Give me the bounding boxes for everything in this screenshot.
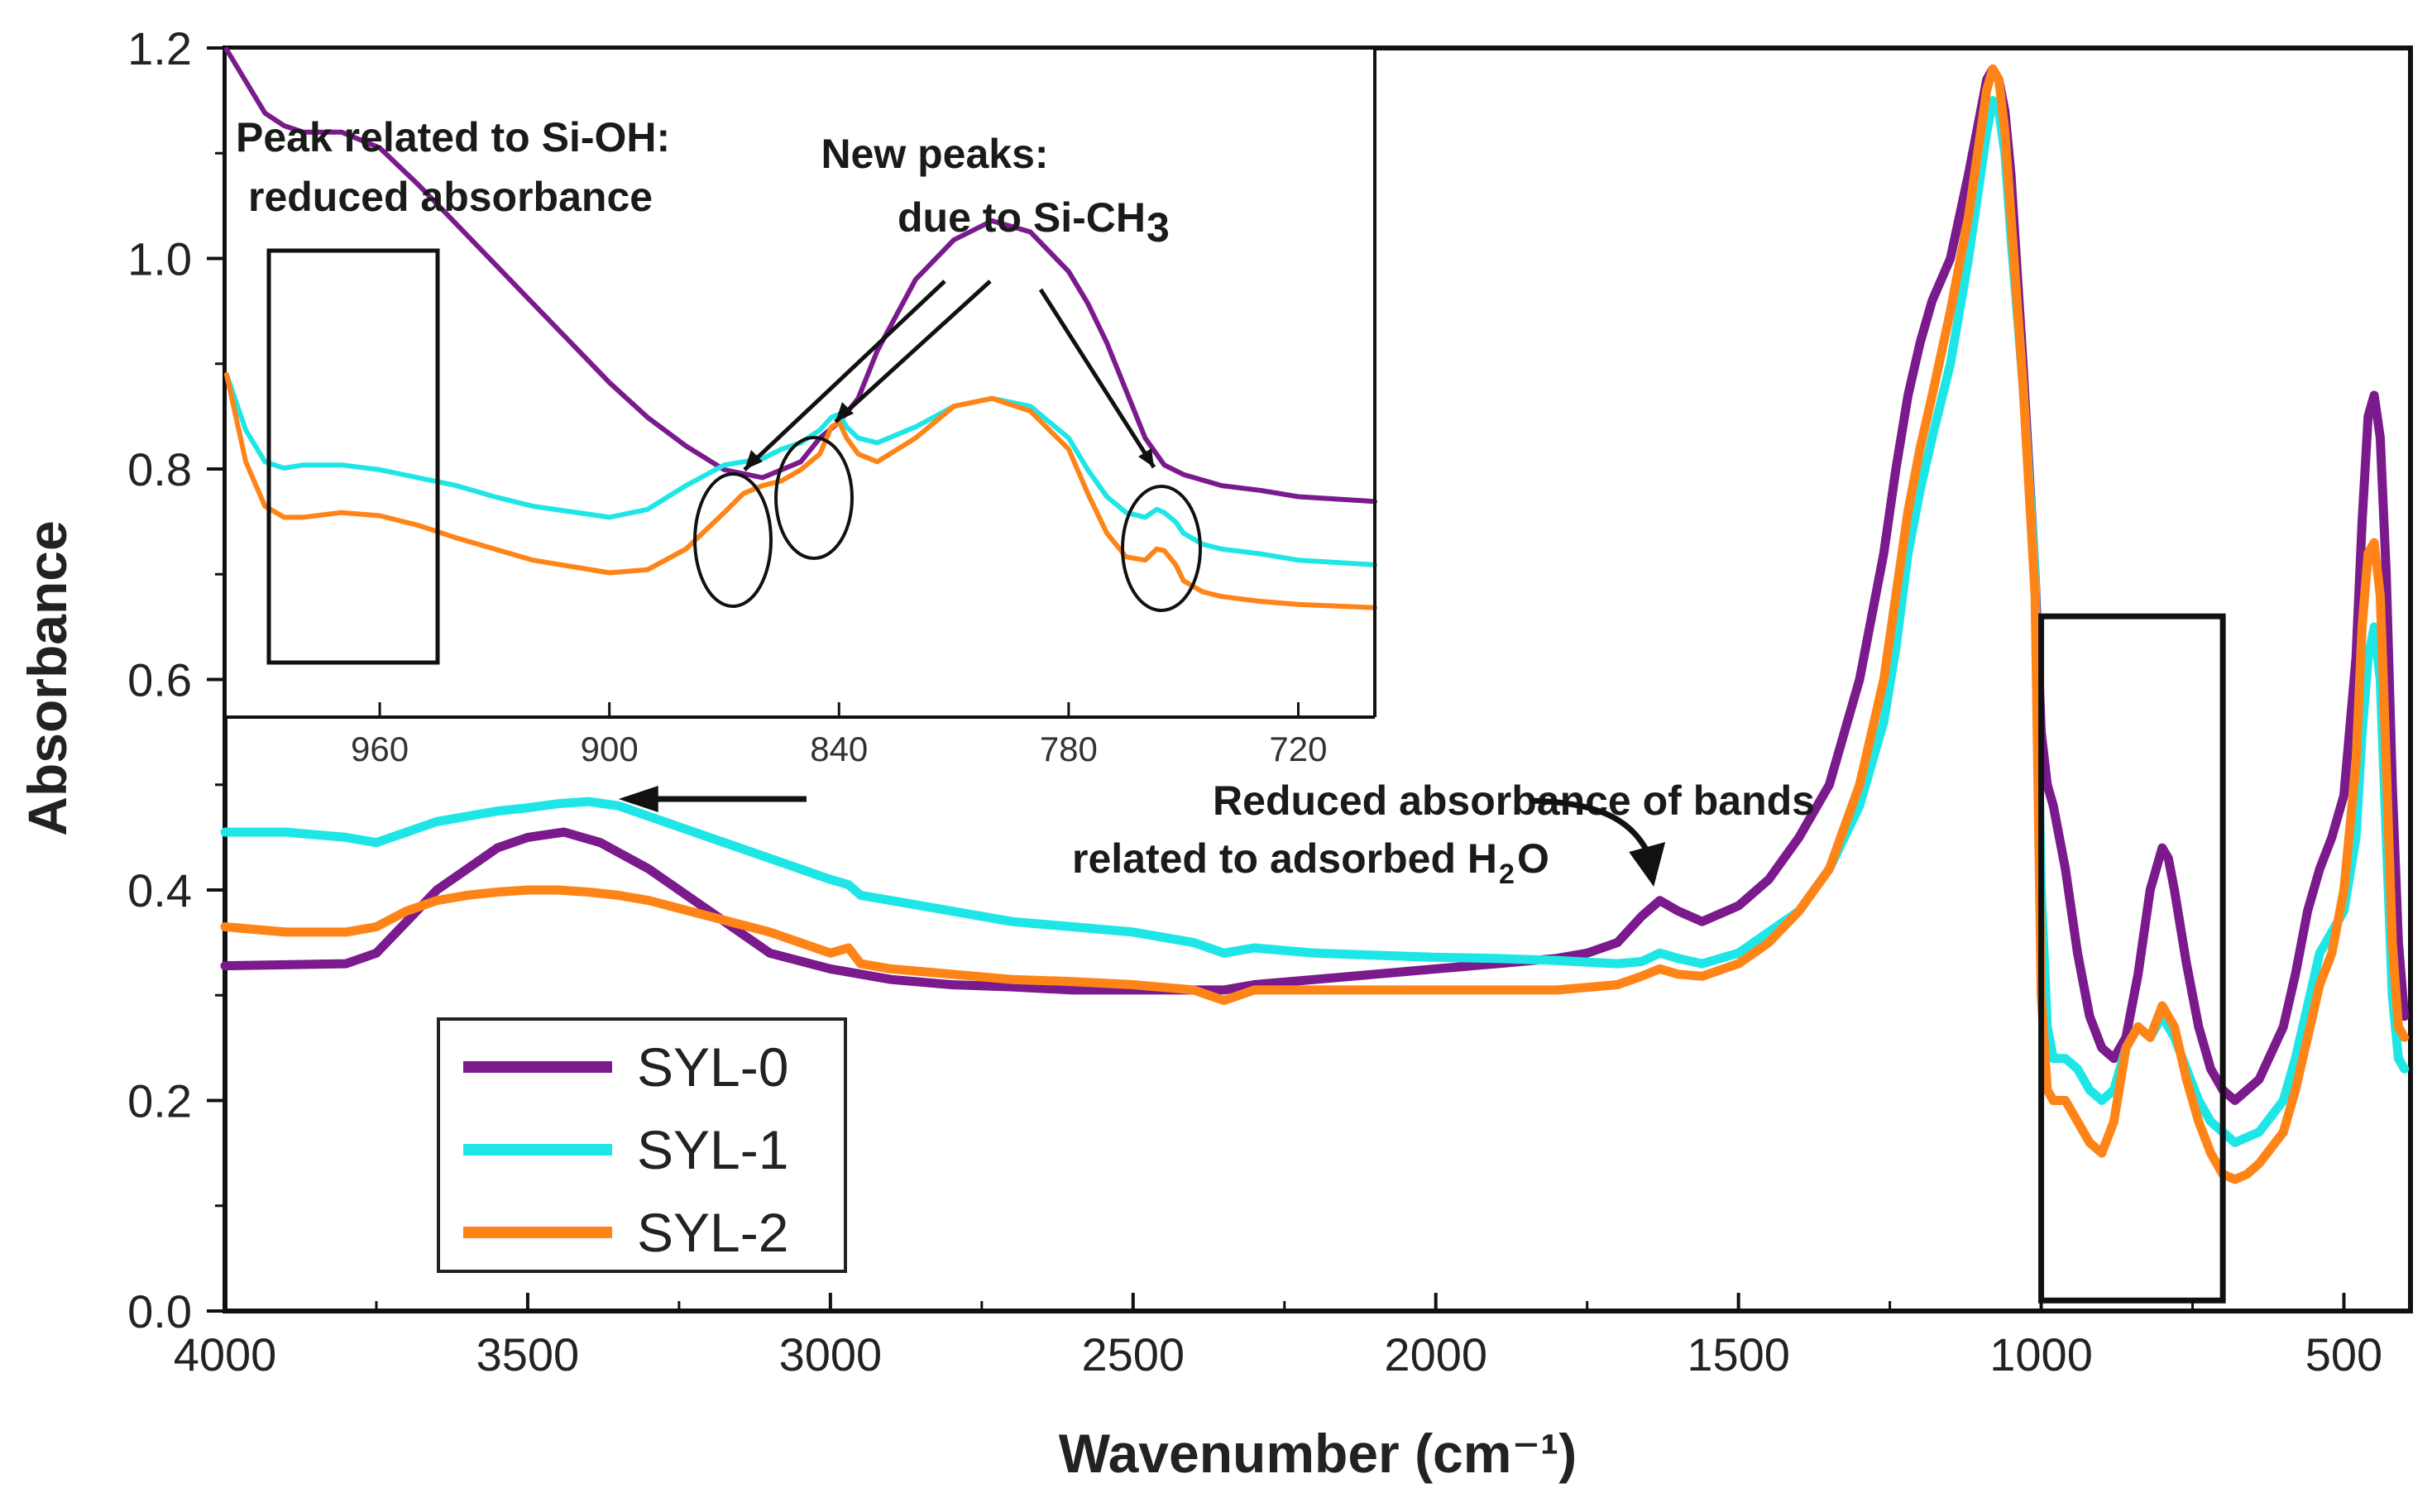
y-tick-label-0.4: 0.4 [127, 864, 192, 916]
x-tick-label-4000: 4000 [174, 1328, 277, 1380]
inset-circle-2 [774, 436, 854, 560]
inset-circle-1 [693, 472, 773, 608]
inset-arrow-1 [743, 280, 946, 471]
x-tick-label-500: 500 [2305, 1328, 2382, 1380]
inset-note-new-peaks-line1: New peaks: [821, 131, 1048, 177]
water-arrow-curved-head [1629, 842, 1666, 887]
inset-background [227, 50, 1375, 715]
inset-arrow-3 [1038, 288, 1156, 469]
x-tick-label-1500: 1500 [1687, 1328, 1790, 1380]
inset-arrows [743, 280, 1156, 471]
y-tick-label-0.0: 0.0 [127, 1285, 192, 1337]
water-annotation-line1: Reduced absorbance of bands [1213, 778, 1815, 824]
x-tick-label-1000: 1000 [1989, 1328, 2093, 1380]
inset-si-oh-box [266, 248, 440, 665]
inset-arrow-2 [834, 280, 992, 423]
inset-series-line-syl-2 [224, 371, 1377, 610]
y-tick-label-1.0: 1.0 [127, 233, 192, 285]
legend-label-syl-1: SYL-1 [637, 1119, 788, 1180]
inset-circle-3 [1121, 485, 1202, 612]
x-tick-label-3500: 3500 [476, 1328, 580, 1380]
y-tick-label-0.2: 0.2 [127, 1075, 192, 1127]
x-tick-label-3000: 3000 [779, 1328, 883, 1380]
water-annotation-line2-a: related to adsorbed H [1072, 835, 1497, 882]
inset-arrow-3-head [1138, 448, 1154, 467]
highlight-box [2038, 613, 2226, 1304]
x-tick-label-2000: 2000 [1384, 1328, 1487, 1380]
series-line-syl-2 [220, 65, 2410, 1184]
inset-x-tick-label-900: 900 [581, 730, 639, 768]
inset-note-new-peaks-line2-a: due to Si-CH [898, 194, 1146, 241]
legend-label-syl-2: SYL-2 [637, 1202, 788, 1263]
y-tick-label-0.8: 0.8 [127, 443, 192, 495]
inset-x-tick-label-960: 960 [351, 730, 409, 768]
inset-note-si-oh-line1: Peak related to Si-OH: [236, 114, 670, 160]
main-series-group [220, 65, 2410, 1184]
water-annotation: Reduced absorbance of bands related to a… [618, 778, 1815, 890]
y-axis-title: Absorbance [17, 520, 78, 835]
inset-note-si-oh-line2: reduced absorbance [248, 174, 653, 220]
y-tick-label-1.2: 1.2 [127, 22, 192, 74]
x-tick-label-2500: 2500 [1081, 1328, 1185, 1380]
inset: 960 900 840 780 720 Peak related to Si-OH: r… [224, 47, 1377, 768]
y-tick-label-0.6: 0.6 [127, 654, 192, 706]
main-axis-ticks: 4000 3500 3000 2500 2000 1500 1000 500 0.0 0.2 0.4… [127, 22, 2382, 1380]
series-line-syl-0 [220, 65, 2410, 1105]
water-arrow-curved [1530, 797, 1653, 858]
inset-x-tick-label-780: 780 [1040, 730, 1098, 768]
water-annotation-line2-b: O [1517, 835, 1549, 882]
series-line-syl-1 [220, 96, 2410, 1147]
inset-axis-ticks: 960 900 840 780 720 [351, 702, 1328, 768]
x-axis-title: Wavenumber (cm⁻¹) [1059, 1423, 1577, 1484]
inset-arrow-2-head [835, 402, 854, 422]
water-annotation-line2-sub: 2 [1499, 859, 1515, 890]
inset-x-tick-label-720: 720 [1269, 730, 1327, 768]
inset-arrow-1-head [744, 450, 763, 470]
inset-note-new-peaks-line2-sub: 3 [1147, 204, 1170, 251]
water-arrow-left-head [618, 786, 658, 812]
inset-x-tick-label-840: 840 [810, 730, 868, 768]
legend: SYL-0 SYL-1 SYL-2 [437, 1017, 847, 1273]
legend-label-syl-0: SYL-0 [637, 1036, 788, 1098]
